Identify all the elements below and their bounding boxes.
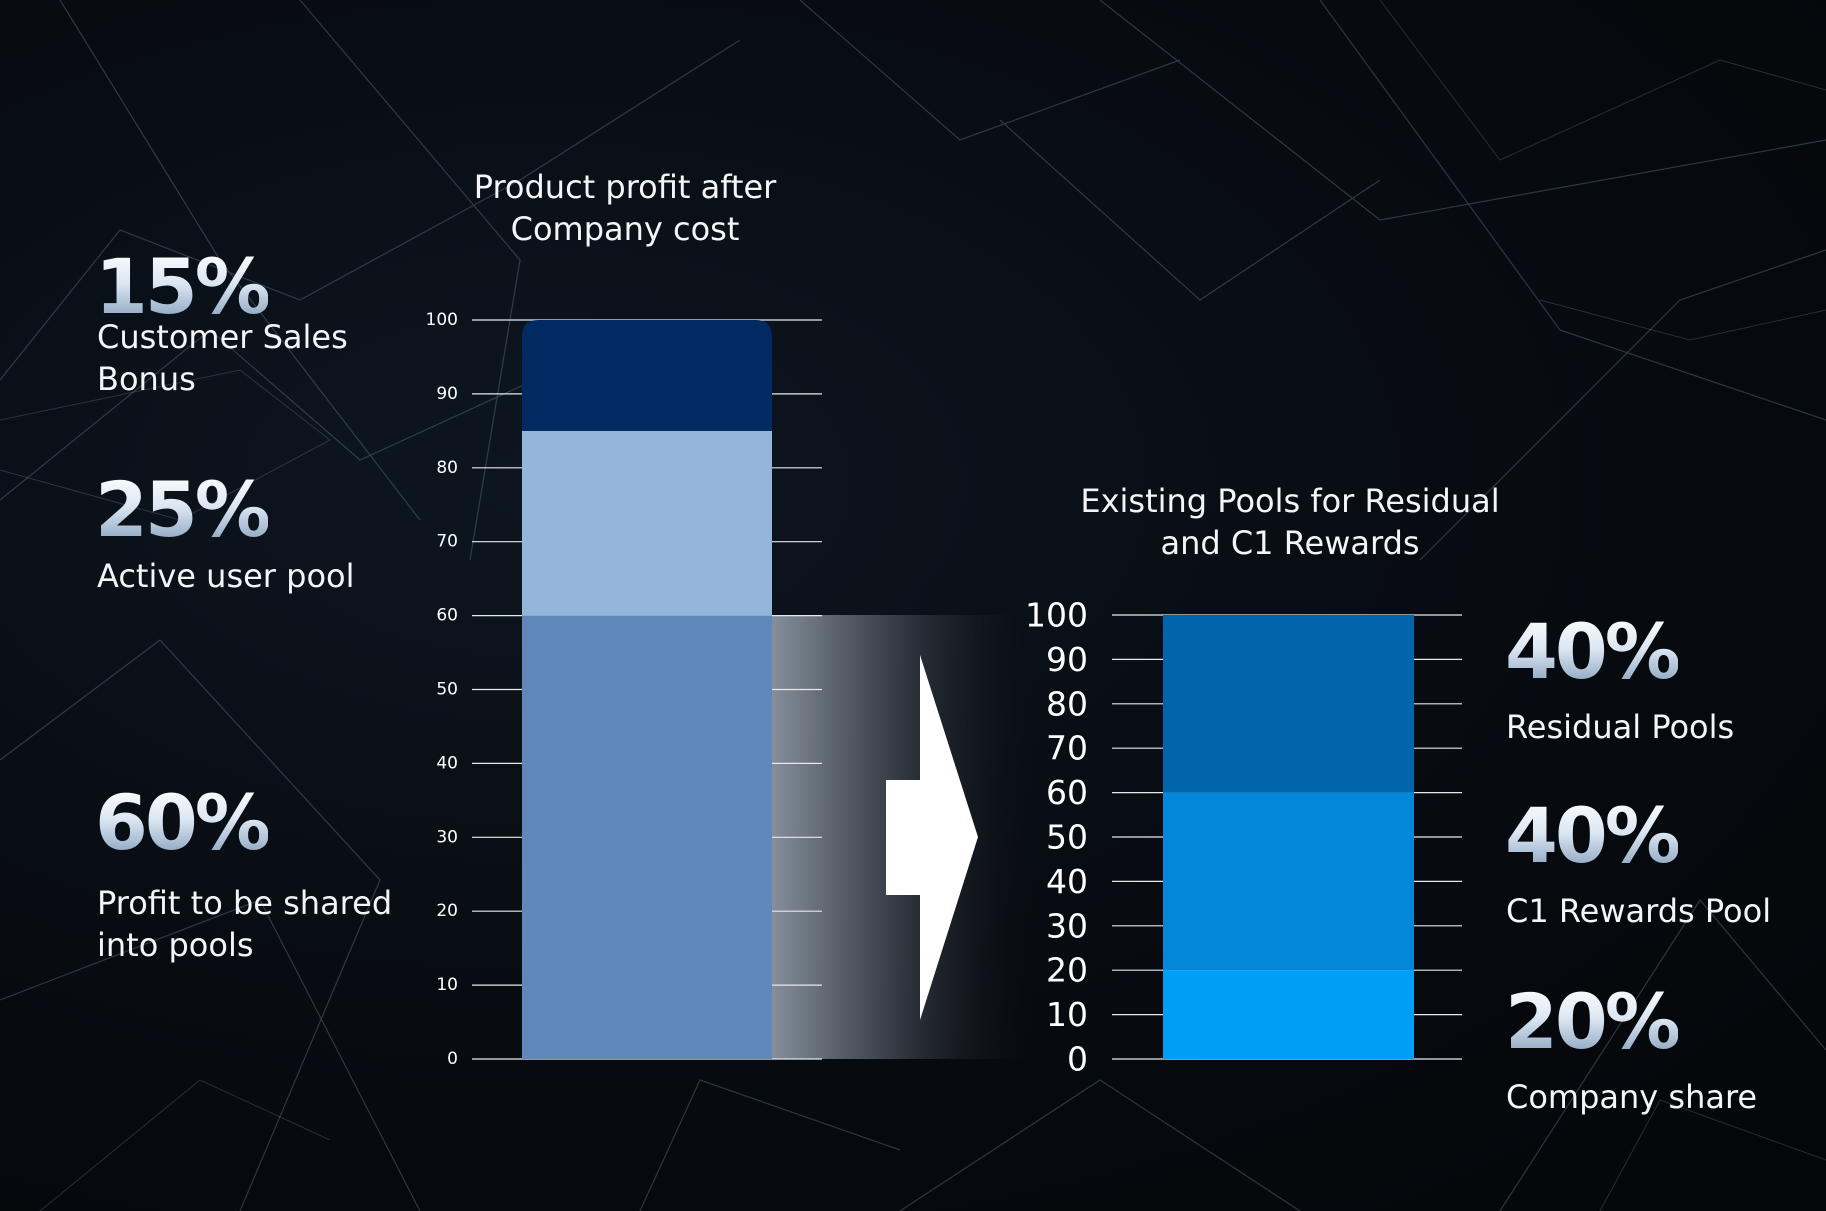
y-tick-label: 10	[436, 975, 458, 995]
residual-pools-percent: 40%	[1505, 607, 1681, 696]
y-tick-label: 50	[1046, 818, 1088, 857]
y-tick-label: 100	[1025, 596, 1088, 635]
profit-shared-label: Profit to be shared into pools	[97, 882, 392, 966]
active-user-pool-percent: 25%	[95, 465, 271, 554]
y-tick-label: 40	[436, 753, 458, 773]
company-share-label: Company share	[1506, 1076, 1757, 1118]
company-share-percent: 20%	[1505, 977, 1681, 1066]
customer-sales-bonus-label: Customer Sales Bonus	[97, 316, 348, 400]
y-tick-label: 20	[1046, 951, 1088, 990]
left-chart-title: Product profit after Company cost	[450, 166, 800, 250]
bar-segment-customer-sales-bonus	[522, 320, 772, 431]
y-tick-label: 50	[436, 680, 458, 700]
y-tick-label: 100	[426, 310, 458, 330]
title-line: and C1 Rewards	[1160, 524, 1420, 562]
customer-sales-bonus-percent: 15%	[95, 242, 271, 331]
label-line: Active user pool	[97, 557, 355, 595]
bar-segment-profit-to-be-shared-into-pools	[522, 615, 772, 1059]
bar-segment-c1-rewards-pool	[1163, 792, 1414, 971]
y-tick-label: 80	[436, 458, 458, 478]
bar-segment-company-share	[1163, 970, 1414, 1059]
profit-shared-percent: 60%	[95, 778, 271, 867]
y-tick-label: 30	[1046, 906, 1088, 945]
right-arrow-icon	[886, 655, 978, 1020]
y-tick-label: 70	[436, 532, 458, 552]
y-tick-label: 0	[1067, 1040, 1088, 1079]
title-line: Product profit after	[473, 168, 777, 206]
residual-pools-label: Residual Pools	[1506, 706, 1734, 748]
title-line: Existing Pools for Residual	[1080, 482, 1500, 520]
y-tick-label: 90	[1046, 640, 1088, 679]
label-line: Company share	[1506, 1078, 1758, 1116]
y-tick-label: 0	[447, 1049, 458, 1069]
label-line: Residual Pools	[1506, 708, 1735, 746]
y-tick-label: 60	[436, 606, 458, 626]
y-tick-label: 90	[436, 384, 458, 404]
c1-rewards-pool-percent: 40%	[1505, 791, 1681, 880]
y-tick-label: 10	[1046, 995, 1088, 1034]
label-line: into pools	[97, 926, 254, 964]
y-tick-label: 20	[436, 901, 458, 921]
y-tick-label: 70	[1046, 729, 1088, 768]
y-tick-label: 30	[436, 827, 458, 847]
right-chart-title: Existing Pools for Residual and C1 Rewar…	[1065, 480, 1515, 564]
label-line: Customer Sales	[97, 318, 348, 356]
bar-segment-active-user-pool	[522, 430, 772, 616]
right-chart: 0 10 20 30 40 50 60 70 80 90 100	[1025, 596, 1462, 1079]
y-tick-label: 60	[1046, 773, 1088, 812]
left-chart: 0 10 20 30 40 50 60 70 80 90 100	[426, 310, 822, 1069]
y-tick-label: 80	[1046, 684, 1088, 723]
label-line: Profit to be shared	[97, 884, 393, 922]
title-line: Company cost	[510, 210, 740, 248]
label-line: Bonus	[97, 360, 196, 398]
active-user-pool-label: Active user pool	[97, 555, 354, 597]
c1-rewards-pool-label: C1 Rewards Pool	[1506, 890, 1771, 932]
label-line: C1 Rewards Pool	[1506, 892, 1772, 930]
bar-segment-residual-pools	[1163, 615, 1414, 793]
y-tick-label: 40	[1046, 862, 1088, 901]
